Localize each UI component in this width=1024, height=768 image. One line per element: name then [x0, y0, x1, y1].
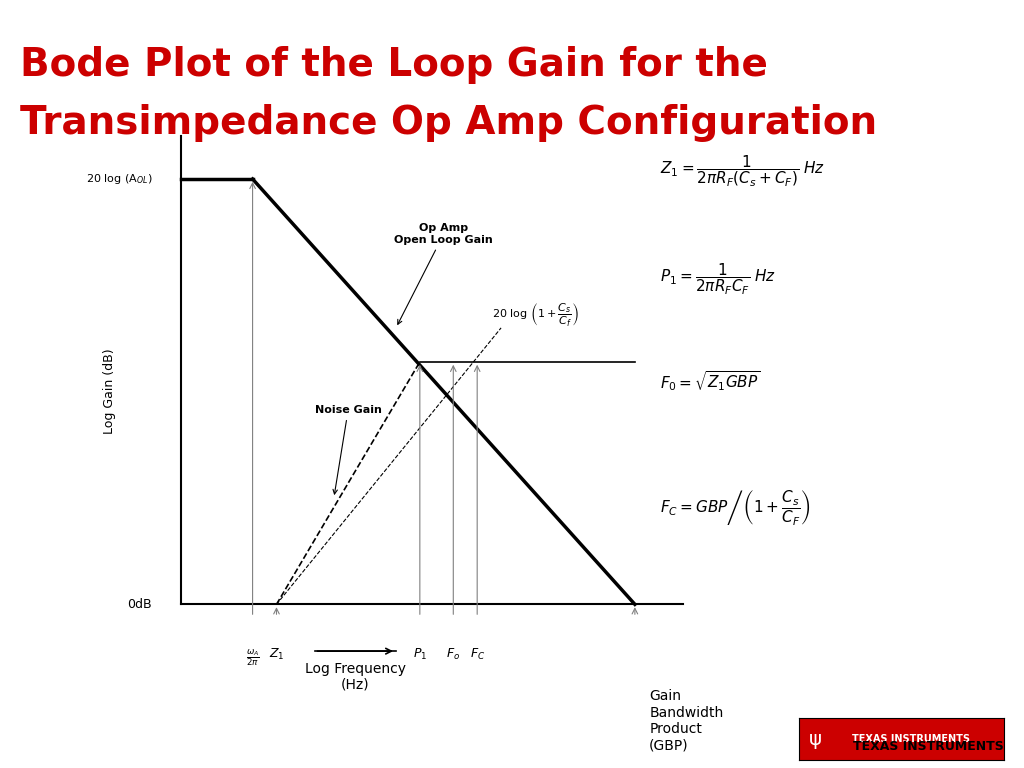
Text: Op Amp
Open Loop Gain: Op Amp Open Loop Gain: [394, 223, 494, 324]
Text: Gain
Bandwidth
Product
(GBP): Gain Bandwidth Product (GBP): [649, 690, 724, 752]
Text: $P_1 = \dfrac{1}{2\pi R_F C_F}\;Hz$: $P_1 = \dfrac{1}{2\pi R_F C_F}\;Hz$: [660, 261, 777, 296]
Text: $\frac{\omega_A}{2\pi}$: $\frac{\omega_A}{2\pi}$: [246, 647, 259, 667]
Text: Log Gain (dB): Log Gain (dB): [102, 349, 116, 435]
Text: $F_o$: $F_o$: [446, 647, 461, 662]
Text: $Z_1 = \dfrac{1}{2\pi R_F(C_s + C_F)}\;Hz$: $Z_1 = \dfrac{1}{2\pi R_F(C_s + C_F)}\;H…: [660, 154, 825, 189]
Text: $F_C$: $F_C$: [470, 647, 484, 662]
Text: Log Frequency
(Hz): Log Frequency (Hz): [305, 662, 406, 692]
Text: TEXAS INSTRUMENTS: TEXAS INSTRUMENTS: [853, 740, 1004, 753]
Text: $Z_1$: $Z_1$: [268, 647, 285, 662]
Text: Noise Gain: Noise Gain: [314, 405, 382, 494]
Text: 20 log (A$_{OL}$): 20 log (A$_{OL}$): [86, 172, 153, 186]
Text: $P_1$: $P_1$: [413, 647, 427, 662]
Text: 0dB: 0dB: [128, 598, 153, 611]
Text: $F_C = GBP\left/\left(1 + \dfrac{C_s}{C_F}\right)\right.$: $F_C = GBP\left/\left(1 + \dfrac{C_s}{C_…: [660, 488, 811, 527]
Text: 20 log $\left(1+\dfrac{C_s}{C_f}\right)$: 20 log $\left(1+\dfrac{C_s}{C_f}\right)$: [492, 302, 579, 329]
Text: $F_0 = \sqrt{Z_1 GBP}$: $F_0 = \sqrt{Z_1 GBP}$: [660, 369, 761, 392]
Text: TEXAS INSTRUMENTS: TEXAS INSTRUMENTS: [852, 734, 971, 744]
Text: ψ: ψ: [809, 730, 821, 749]
Text: Transimpedance Op Amp Configuration: Transimpedance Op Amp Configuration: [20, 104, 878, 141]
Text: Bode Plot of the Loop Gain for the: Bode Plot of the Loop Gain for the: [20, 46, 768, 84]
